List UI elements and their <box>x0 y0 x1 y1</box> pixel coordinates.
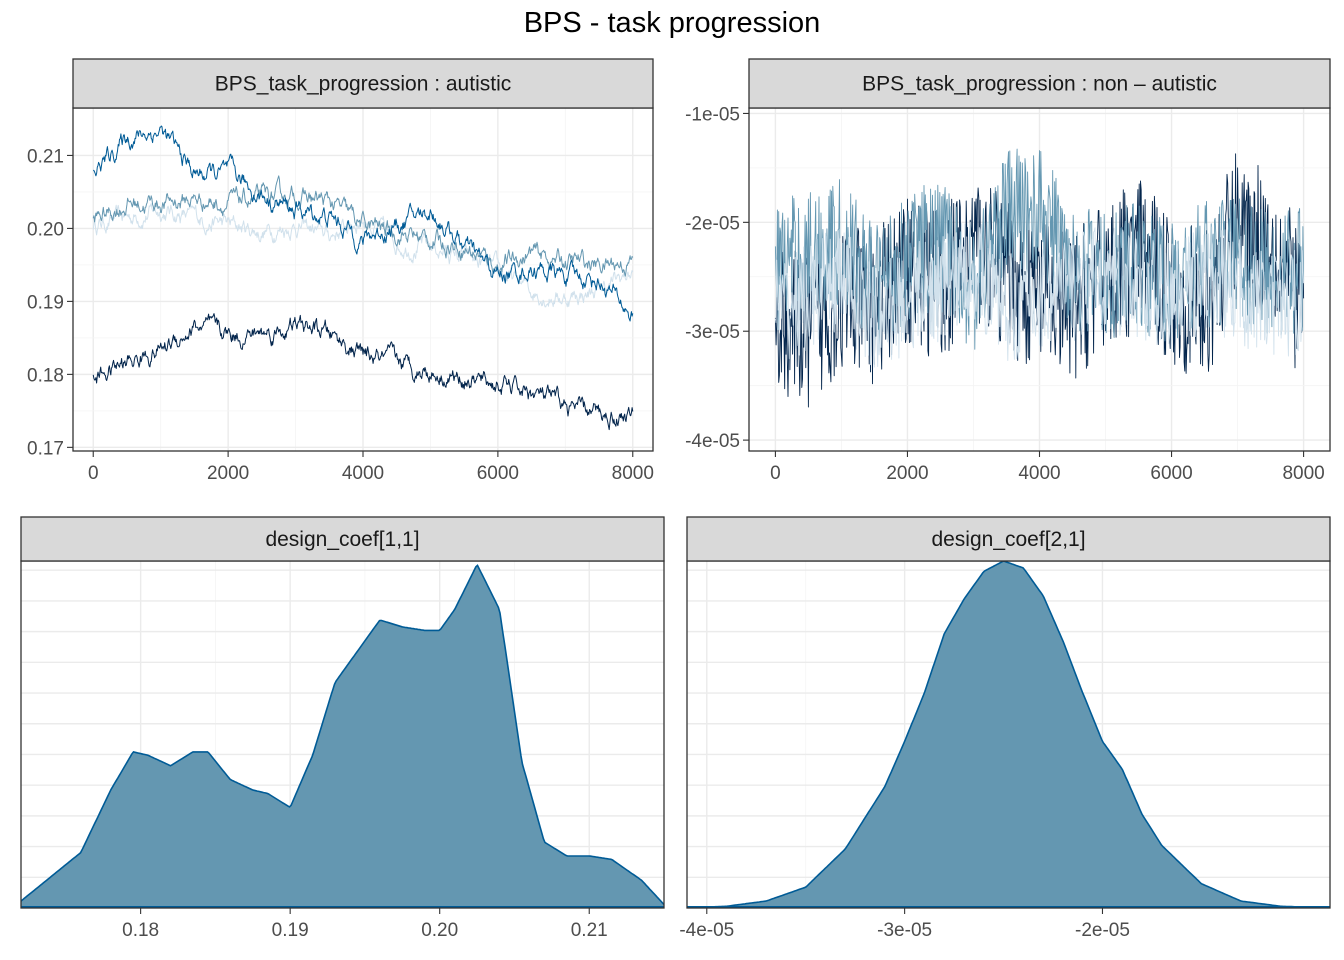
y-tick-label: 0.21 <box>27 146 64 167</box>
y-tick-label: 0.20 <box>27 219 64 240</box>
density-area <box>687 561 1330 908</box>
strip-background <box>20 516 665 562</box>
plot-area <box>21 564 664 908</box>
x-tick-label: 8000 <box>1282 463 1324 484</box>
x-tick-label: -2e-05 <box>1075 920 1130 941</box>
y-tick-label: -2e-05 <box>685 213 740 234</box>
y-tick-label: 0.18 <box>27 365 64 386</box>
panel-1: BPS_task_progression : autistic 0 2000 4000… <box>27 58 654 484</box>
panel-2: BPS_task_progression : non – autistic 0 20… <box>685 58 1331 484</box>
panel-3: design_coef[1,1] 0.18 0.19 0.20 0.21 <box>20 516 665 941</box>
density-area <box>21 565 664 908</box>
x-tick-label: 0 <box>770 463 781 484</box>
trace-series-2 <box>774 148 1305 350</box>
y-tick-label: 0.19 <box>27 292 64 313</box>
figure-title: BPS - task progression <box>524 7 821 39</box>
y-tick-label: -3e-05 <box>685 322 740 343</box>
x-tick-label: 4000 <box>1018 463 1060 484</box>
trace-series-3 <box>774 221 1305 368</box>
x-tick-label: 2000 <box>207 463 249 484</box>
strip-background <box>72 58 654 109</box>
trace-series-1 <box>774 153 1305 408</box>
x-tick-label: 2000 <box>886 463 928 484</box>
strip-background <box>748 58 1331 109</box>
strip-label: BPS_task_progression : autistic <box>215 73 511 96</box>
plot-area <box>687 561 1330 908</box>
panel-4: design_coef[2,1] -4e-05 -3e-05 -2e-05 <box>679 516 1331 941</box>
x-tick-label: 6000 <box>1150 463 1192 484</box>
x-tick-label: 0.19 <box>272 920 309 941</box>
strip-label: design_coef[2,1] <box>931 528 1085 551</box>
plot-area <box>774 148 1305 408</box>
y-tick-label: 0.17 <box>27 438 64 459</box>
trace-series-4 <box>92 313 634 431</box>
trace-series-1 <box>92 202 634 308</box>
x-tick-label: -3e-05 <box>877 920 932 941</box>
grid <box>73 108 653 451</box>
x-tick-label: 6000 <box>477 463 519 484</box>
strip-label: BPS_task_progression : non – autistic <box>862 73 1217 96</box>
x-tick-label: 0.21 <box>571 920 608 941</box>
x-tick-label: 0 <box>88 463 99 484</box>
x-tick-label: 0.20 <box>421 920 458 941</box>
strip-background <box>686 516 1331 562</box>
x-tick-label: 0.18 <box>122 920 159 941</box>
panels: BPS_task_progression : autistic 0 2000 4000… <box>20 58 1331 941</box>
plot-area <box>92 125 634 431</box>
x-tick-label: 8000 <box>612 463 654 484</box>
density-line <box>21 564 664 906</box>
strip-label: design_coef[1,1] <box>265 528 419 551</box>
x-tick-label: 4000 <box>342 463 384 484</box>
y-tick-label: -1e-05 <box>685 104 740 125</box>
trace-series-3 <box>93 125 634 322</box>
y-tick-label: -4e-05 <box>685 431 740 452</box>
density-line <box>687 561 1330 908</box>
trace-series-2 <box>92 175 634 277</box>
x-tick-label: -4e-05 <box>679 920 734 941</box>
